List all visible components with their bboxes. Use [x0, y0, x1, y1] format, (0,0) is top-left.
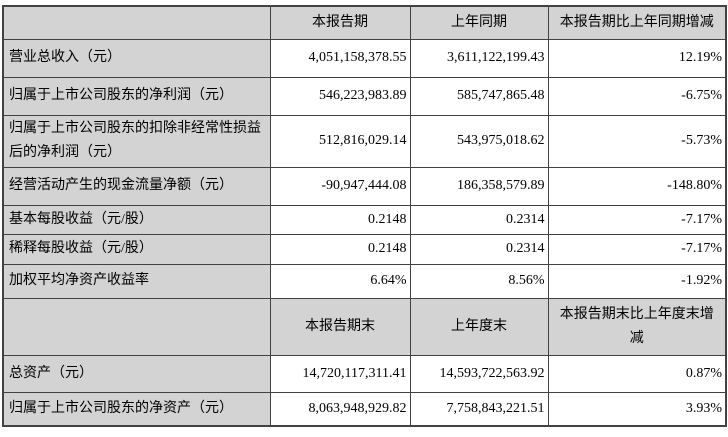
- value-change: 12.19%: [547, 38, 727, 78]
- row-label: 营业总收入（元）: [2, 38, 271, 78]
- row-label: 归属于上市公司股东的净资产（元）: [2, 391, 271, 427]
- value-current-period: 0.2148: [269, 233, 411, 265]
- table-row: 基本每股收益（元/股） 0.2148 0.2314 -7.17%: [2, 204, 727, 235]
- header-prior-period: 上年同期: [409, 5, 549, 40]
- table-row: 归属于上市公司股东的净利润（元） 546,223,983.89 585,747,…: [2, 76, 727, 116]
- value-prior-period: 8.56%: [409, 263, 549, 299]
- header-corner-cell: [2, 5, 271, 40]
- value-prior-period: 14,593,722,563.92: [409, 354, 549, 393]
- row-label: 稀释每股收益（元/股）: [2, 233, 271, 265]
- row-label: 总资产（元）: [2, 354, 271, 393]
- value-change: -5.73%: [547, 114, 727, 168]
- value-prior-period: 585,747,865.48: [409, 76, 549, 116]
- value-prior-period: 0.2314: [409, 233, 549, 265]
- header-prior-year-end: 上年度末: [409, 297, 549, 356]
- value-current-period: 546,223,983.89: [269, 76, 411, 116]
- table-row: 加权平均净资产收益率 6.64% 8.56% -1.92%: [2, 263, 727, 299]
- row-label: 基本每股收益（元/股）: [2, 204, 271, 235]
- value-change: -7.17%: [547, 233, 727, 265]
- table-row: 归属于上市公司股东的扣除非经常性损益后的净利润（元） 512,816,029.1…: [2, 114, 727, 168]
- header-row-period: 本报告期 上年同期 本报告期比上年同期增减: [2, 5, 727, 40]
- table-row: 营业总收入（元） 4,051,158,378.55 3,611,122,199.…: [2, 38, 727, 78]
- value-prior-period: 7,758,843,221.51: [409, 391, 549, 427]
- table-row: 总资产（元） 14,720,117,311.41 14,593,722,563.…: [2, 354, 727, 393]
- value-prior-period: 543,975,018.62: [409, 114, 549, 168]
- header-corner-cell: [2, 297, 271, 356]
- value-prior-period: 3,611,122,199.43: [409, 38, 549, 78]
- value-current-period: -90,947,444.08: [269, 166, 411, 206]
- row-label: 归属于上市公司股东的扣除非经常性损益后的净利润（元）: [2, 114, 271, 168]
- value-prior-period: 186,358,579.89: [409, 166, 549, 206]
- value-change: -1.92%: [547, 263, 727, 299]
- value-current-period: 6.64%: [269, 263, 411, 299]
- header-current-period: 本报告期: [269, 5, 411, 40]
- financial-summary-table: 本报告期 上年同期 本报告期比上年同期增减 营业总收入（元） 4,051,158…: [2, 5, 727, 427]
- value-change: 3.93%: [547, 391, 727, 427]
- value-change: 0.87%: [547, 354, 727, 393]
- value-change: -148.80%: [547, 166, 727, 206]
- value-current-period: 0.2148: [269, 204, 411, 235]
- table-row: 归属于上市公司股东的净资产（元） 8,063,948,929.82 7,758,…: [2, 391, 727, 427]
- header-period-change: 本报告期比上年同期增减: [547, 5, 727, 40]
- row-label: 加权平均净资产收益率: [2, 263, 271, 299]
- value-current-period: 14,720,117,311.41: [269, 354, 411, 393]
- header-period-end-change: 本报告期末比上年度末增减: [547, 297, 727, 356]
- table-row: 稀释每股收益（元/股） 0.2148 0.2314 -7.17%: [2, 233, 727, 265]
- value-change: -6.75%: [547, 76, 727, 116]
- value-current-period: 8,063,948,929.82: [269, 391, 411, 427]
- row-label: 经营活动产生的现金流量净额（元）: [2, 166, 271, 206]
- value-prior-period: 0.2314: [409, 204, 549, 235]
- header-row-period-end: 本报告期末 上年度末 本报告期末比上年度末增减: [2, 297, 727, 356]
- header-current-period-end: 本报告期末: [269, 297, 411, 356]
- value-current-period: 512,816,029.14: [269, 114, 411, 168]
- row-label: 归属于上市公司股东的净利润（元）: [2, 76, 271, 116]
- table-row: 经营活动产生的现金流量净额（元） -90,947,444.08 186,358,…: [2, 166, 727, 206]
- value-current-period: 4,051,158,378.55: [269, 38, 411, 78]
- value-change: -7.17%: [547, 204, 727, 235]
